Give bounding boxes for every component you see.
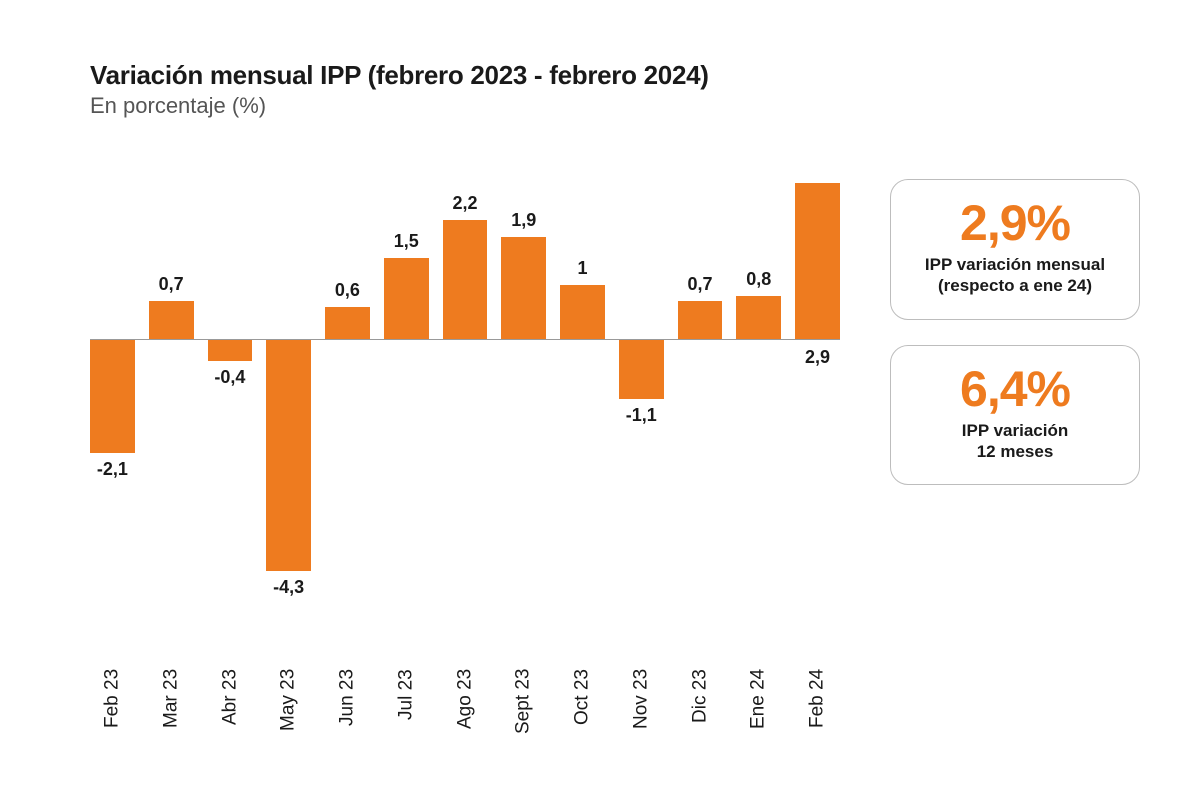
bar: [795, 183, 840, 340]
summary-card: 6,4% IPP variación12 meses: [890, 345, 1140, 486]
bar-value-label: -2,1: [97, 459, 128, 480]
bar: [501, 237, 546, 340]
bar-column: 1: [560, 169, 605, 629]
x-axis-label: Feb 23: [90, 669, 135, 759]
x-axis-label: Sept 23: [501, 669, 546, 759]
x-axis-label: Ago 23: [443, 669, 488, 759]
bar-column: -0,4: [208, 169, 253, 629]
x-axis-label: Abr 23: [208, 669, 253, 759]
bar: [90, 339, 135, 452]
bar-column: 0,7: [678, 169, 723, 629]
bar-column: 1,9: [501, 169, 546, 629]
x-axis-label: Feb 24: [795, 669, 840, 759]
summary-value: 6,4%: [911, 364, 1119, 414]
bar: [208, 339, 253, 361]
bar-column: -4,3: [266, 169, 311, 629]
chart-header: Variación mensual IPP (febrero 2023 - fe…: [90, 60, 1140, 119]
summary-label: IPP variación12 meses: [911, 420, 1119, 463]
chart-title: Variación mensual IPP (febrero 2023 - fe…: [90, 60, 1140, 91]
x-axis-label: May 23: [266, 669, 311, 759]
summary-label: IPP variación mensual(respecto a ene 24): [911, 254, 1119, 297]
bar: [678, 301, 723, 339]
chart-area: -2,1 0,7 -0,4 -4,3 0,6 1,5 2,2 1,9 1 -1,1 0,7 0,8 2,…: [90, 169, 840, 759]
content-row: -2,1 0,7 -0,4 -4,3 0,6 1,5 2,2 1,9 1 -1,1 0,7 0,8 2,…: [90, 169, 1140, 759]
x-axis-label: Nov 23: [619, 669, 664, 759]
bar-column: 1,5: [384, 169, 429, 629]
bar: [149, 301, 194, 339]
summary-value: 2,9%: [911, 198, 1119, 248]
chart-subtitle: En porcentaje (%): [90, 93, 1140, 119]
x-axis-label: Mar 23: [149, 669, 194, 759]
x-axis-label: Jul 23: [384, 669, 429, 759]
x-axis-label: Oct 23: [560, 669, 605, 759]
bar-value-label: 0,6: [335, 280, 360, 301]
bar-column: 0,8: [736, 169, 781, 629]
bar-value-label: -1,1: [626, 405, 657, 426]
x-axis-labels: Feb 23 Mar 23 Abr 23 May 23 Jun 23 Jul 23 Ago …: [90, 669, 840, 759]
bar: [384, 258, 429, 339]
bar-value-label: 1,9: [511, 210, 536, 231]
bar-value-label: 0,7: [688, 274, 713, 295]
bar: [560, 285, 605, 339]
bar-value-label: 1: [577, 258, 587, 279]
zero-axis-line: [90, 339, 840, 340]
bar-value-label: -4,3: [273, 577, 304, 598]
bar-column: 0,6: [325, 169, 370, 629]
x-axis-label: Dic 23: [678, 669, 723, 759]
bar-value-label: 0,7: [159, 274, 184, 295]
bar-chart: -2,1 0,7 -0,4 -4,3 0,6 1,5 2,2 1,9 1 -1,1 0,7 0,8 2,…: [90, 169, 840, 629]
bar-value-label: 2,9: [805, 347, 830, 368]
bar: [266, 339, 311, 571]
x-axis-label: Ene 24: [736, 669, 781, 759]
summary-card: 2,9% IPP variación mensual(respecto a ene…: [890, 179, 1140, 320]
bar-value-label: 0,8: [746, 269, 771, 290]
summary-cards: 2,9% IPP variación mensual(respecto a ene…: [890, 169, 1140, 485]
bar-value-label: -0,4: [214, 367, 245, 388]
bar-column: 0,7: [149, 169, 194, 629]
bar-column: -2,1: [90, 169, 135, 629]
bar-value-label: 2,2: [452, 193, 477, 214]
bar-column: 2,9: [795, 169, 840, 629]
bar-value-label: 1,5: [394, 231, 419, 252]
bar: [443, 220, 488, 339]
bar-column: 2,2: [443, 169, 488, 629]
bar: [619, 339, 664, 398]
bar: [736, 296, 781, 339]
bar: [325, 307, 370, 339]
bar-column: -1,1: [619, 169, 664, 629]
x-axis-label: Jun 23: [325, 669, 370, 759]
